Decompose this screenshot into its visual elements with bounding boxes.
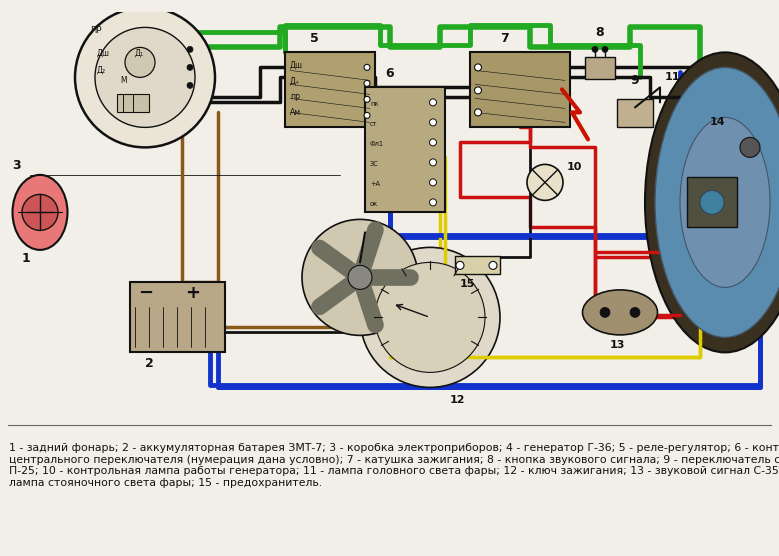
Text: пк: пк bbox=[370, 101, 379, 107]
Text: ЗС: ЗС bbox=[370, 161, 379, 167]
Bar bbox=[687, 177, 737, 227]
Circle shape bbox=[429, 199, 436, 206]
Bar bbox=[455, 256, 500, 275]
Bar bbox=[130, 282, 225, 353]
Circle shape bbox=[187, 64, 193, 71]
Text: −: − bbox=[138, 284, 153, 302]
Bar bbox=[365, 87, 445, 212]
Circle shape bbox=[360, 247, 500, 388]
Circle shape bbox=[474, 87, 481, 94]
Circle shape bbox=[474, 64, 481, 71]
Text: 1 - задний фонарь; 2 - аккумуляторная батарея ЗМТ-7; 3 - коробка электроприборов: 1 - задний фонарь; 2 - аккумуляторная ба… bbox=[9, 443, 779, 488]
Ellipse shape bbox=[645, 52, 779, 353]
Circle shape bbox=[429, 179, 436, 186]
Circle shape bbox=[95, 27, 195, 127]
Circle shape bbox=[429, 119, 436, 126]
Text: Д₊: Д₊ bbox=[290, 76, 300, 86]
Circle shape bbox=[600, 307, 610, 317]
Circle shape bbox=[348, 265, 372, 289]
Ellipse shape bbox=[12, 175, 68, 250]
Circle shape bbox=[125, 47, 155, 77]
Circle shape bbox=[630, 307, 640, 317]
Text: 6: 6 bbox=[385, 67, 393, 81]
Text: 9: 9 bbox=[630, 75, 639, 87]
Text: 1: 1 bbox=[22, 252, 30, 265]
Circle shape bbox=[474, 109, 481, 116]
Circle shape bbox=[592, 46, 598, 52]
Circle shape bbox=[75, 7, 215, 147]
Text: 13: 13 bbox=[610, 340, 626, 350]
Text: ст: ст bbox=[370, 121, 378, 127]
Text: 12: 12 bbox=[450, 395, 466, 405]
Circle shape bbox=[364, 81, 370, 86]
Text: 7: 7 bbox=[500, 32, 509, 46]
Circle shape bbox=[489, 261, 497, 270]
Circle shape bbox=[602, 46, 608, 52]
Text: +: + bbox=[185, 284, 200, 302]
Bar bbox=[117, 95, 149, 112]
Circle shape bbox=[429, 139, 436, 146]
Circle shape bbox=[364, 64, 370, 71]
Text: 5: 5 bbox=[310, 32, 319, 46]
Circle shape bbox=[187, 46, 193, 52]
Circle shape bbox=[22, 195, 58, 230]
Circle shape bbox=[302, 220, 418, 335]
Circle shape bbox=[456, 261, 464, 270]
Circle shape bbox=[187, 82, 193, 88]
Ellipse shape bbox=[680, 117, 770, 287]
Circle shape bbox=[364, 96, 370, 102]
Text: Д₂: Д₂ bbox=[97, 66, 106, 75]
Text: 3: 3 bbox=[12, 160, 20, 172]
Circle shape bbox=[740, 137, 760, 157]
Text: пр: пр bbox=[290, 92, 300, 101]
Text: 8: 8 bbox=[595, 26, 604, 39]
Text: Дш: Дш bbox=[290, 61, 303, 70]
Text: Дш: Дш bbox=[97, 48, 110, 57]
Text: 10: 10 bbox=[567, 162, 583, 172]
Text: 11: 11 bbox=[665, 72, 681, 82]
Bar bbox=[617, 100, 653, 127]
Text: 15: 15 bbox=[460, 279, 475, 289]
Text: 2: 2 bbox=[145, 358, 153, 370]
Text: ПР: ПР bbox=[90, 26, 101, 36]
Text: М: М bbox=[120, 76, 127, 86]
Text: Д₁: Д₁ bbox=[135, 48, 144, 57]
Text: ок: ок bbox=[370, 201, 378, 207]
Circle shape bbox=[700, 190, 724, 215]
Text: 14: 14 bbox=[710, 117, 725, 127]
Bar bbox=[285, 52, 375, 127]
Circle shape bbox=[375, 262, 485, 373]
Text: Фл1: Фл1 bbox=[370, 141, 384, 147]
Circle shape bbox=[429, 159, 436, 166]
Ellipse shape bbox=[655, 67, 779, 337]
Circle shape bbox=[429, 99, 436, 106]
Text: +А: +А bbox=[370, 181, 380, 187]
Bar bbox=[470, 52, 570, 127]
Ellipse shape bbox=[583, 290, 657, 335]
Circle shape bbox=[364, 112, 370, 118]
Text: Ам: Ам bbox=[290, 108, 301, 117]
Bar bbox=[585, 57, 615, 80]
Circle shape bbox=[527, 165, 563, 200]
